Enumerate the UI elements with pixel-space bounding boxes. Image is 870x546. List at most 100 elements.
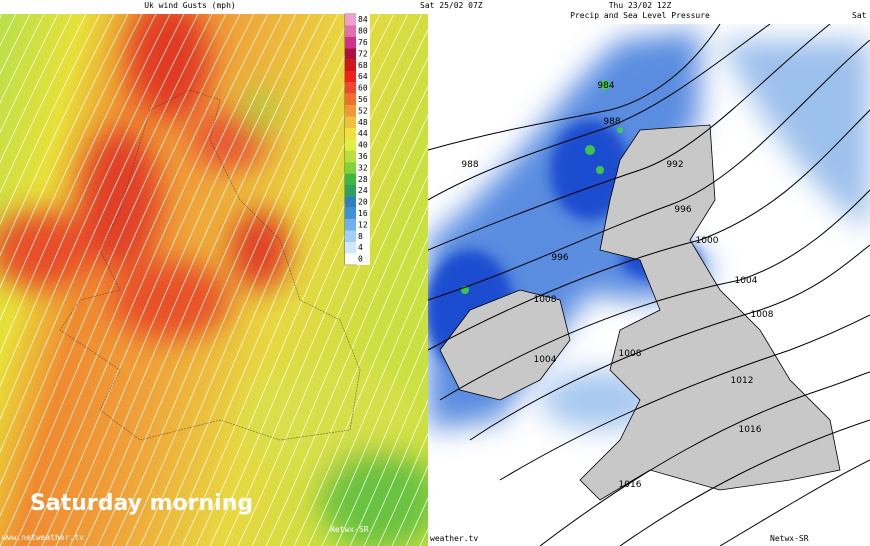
scale-label-bg [356, 162, 370, 174]
isobar-label: 1000 [696, 236, 719, 246]
scale-label: 32 [358, 163, 368, 172]
isobar-label: 1008 [534, 295, 557, 305]
scale-label-bg [356, 25, 370, 37]
scale-swatch [345, 93, 356, 106]
caption: Saturday morning [30, 491, 253, 516]
streamline [0, 14, 157, 355]
scale-label-bg [356, 253, 370, 265]
isobar-label: 1016 [739, 425, 762, 435]
scale-label: 20 [358, 198, 368, 207]
scale-swatch [345, 242, 356, 254]
scale-swatch [345, 14, 356, 26]
scale-swatch [345, 253, 356, 265]
isobar-label: 1012 [731, 376, 754, 386]
streamline [251, 144, 428, 546]
streamline [307, 268, 428, 546]
scale-swatch [345, 185, 356, 197]
streamline [195, 28, 428, 546]
scale-label: 52 [358, 106, 368, 115]
scale-swatch [345, 116, 356, 128]
isobar-label: 996 [674, 205, 691, 215]
streamline [181, 14, 423, 546]
streamline [41, 14, 283, 546]
wind-title: Uk wind Gusts (mph) [144, 1, 236, 10]
scale-label: 84 [358, 15, 368, 24]
streamline [265, 174, 428, 546]
scale-swatch [345, 150, 356, 163]
streamline [111, 14, 353, 546]
streamline [0, 14, 129, 289]
scale-label: 12 [358, 220, 368, 229]
scale-swatch [345, 139, 356, 151]
scale-label-bg [356, 219, 370, 231]
streamline [391, 465, 428, 546]
scale-label-bg [356, 150, 370, 163]
isobar-label: 1008 [751, 310, 774, 320]
scale-label-bg [356, 93, 370, 106]
scale-label-bg [356, 14, 370, 26]
scale-label-bg [356, 139, 370, 151]
scale-label-bg [356, 36, 370, 49]
isobar [539, 371, 870, 546]
streamline [335, 333, 428, 546]
scale-label: 0 [358, 255, 363, 264]
scale-label-bg [356, 48, 370, 60]
scale-label-bg [356, 71, 370, 83]
scale-label: 28 [358, 175, 368, 184]
streamline [293, 236, 428, 546]
scale-label-bg [356, 196, 370, 208]
scale-swatch [345, 25, 356, 37]
scale-swatch [345, 71, 356, 83]
isobar [428, 24, 721, 151]
scale-label: 4 [358, 243, 363, 252]
streamline [97, 14, 339, 546]
scale-swatch [345, 219, 356, 231]
scale-label: 68 [358, 61, 368, 70]
isobar [428, 109, 870, 351]
scale-label-bg [356, 82, 370, 94]
credit: Netwx-SR [330, 525, 369, 534]
streamline [69, 14, 311, 546]
isobar-label: 996 [551, 253, 568, 263]
streamline [223, 85, 428, 546]
scale-label: 36 [358, 152, 368, 161]
streamline [0, 14, 213, 486]
streamline [0, 14, 73, 164]
scale-swatch [345, 59, 356, 71]
scale-swatch [345, 173, 356, 185]
scale-label: 64 [358, 72, 368, 81]
scale-label-bg [356, 59, 370, 71]
isobar-label: 1008 [619, 349, 642, 359]
scale-swatch [345, 36, 356, 49]
isobar [719, 459, 870, 546]
streamline [55, 14, 297, 546]
pressure-title: Precip and Sea Level Pressure [570, 11, 710, 20]
scale-label: 40 [358, 141, 368, 150]
isobar [619, 419, 870, 546]
scale-swatch [345, 128, 356, 140]
corner-label: Sat [852, 11, 867, 20]
scale-label-bg [356, 128, 370, 140]
streamline [349, 366, 428, 546]
scale-label: 24 [358, 186, 368, 195]
scale-label-bg [356, 105, 370, 117]
scale-label: 60 [358, 84, 368, 93]
scale-label: 48 [358, 118, 368, 127]
streamline [321, 300, 428, 546]
isobar [439, 189, 870, 401]
streamline [0, 14, 241, 546]
streamline [0, 14, 185, 421]
scale-swatch [345, 105, 356, 117]
streamline [27, 14, 269, 546]
isobar [499, 314, 870, 481]
scale-label: 76 [358, 38, 368, 47]
isobar-label: 992 [666, 160, 683, 170]
scale-label: 80 [358, 27, 368, 36]
isobar [428, 39, 870, 301]
scale-label-bg [356, 230, 370, 242]
isobar-labels: 984 988 988 992 996 996 1000 1004 1004 1008 1008 10… [461, 81, 773, 490]
credit-right: Netwx-SR [770, 534, 809, 543]
streamline [0, 14, 87, 194]
streamline [237, 114, 428, 546]
